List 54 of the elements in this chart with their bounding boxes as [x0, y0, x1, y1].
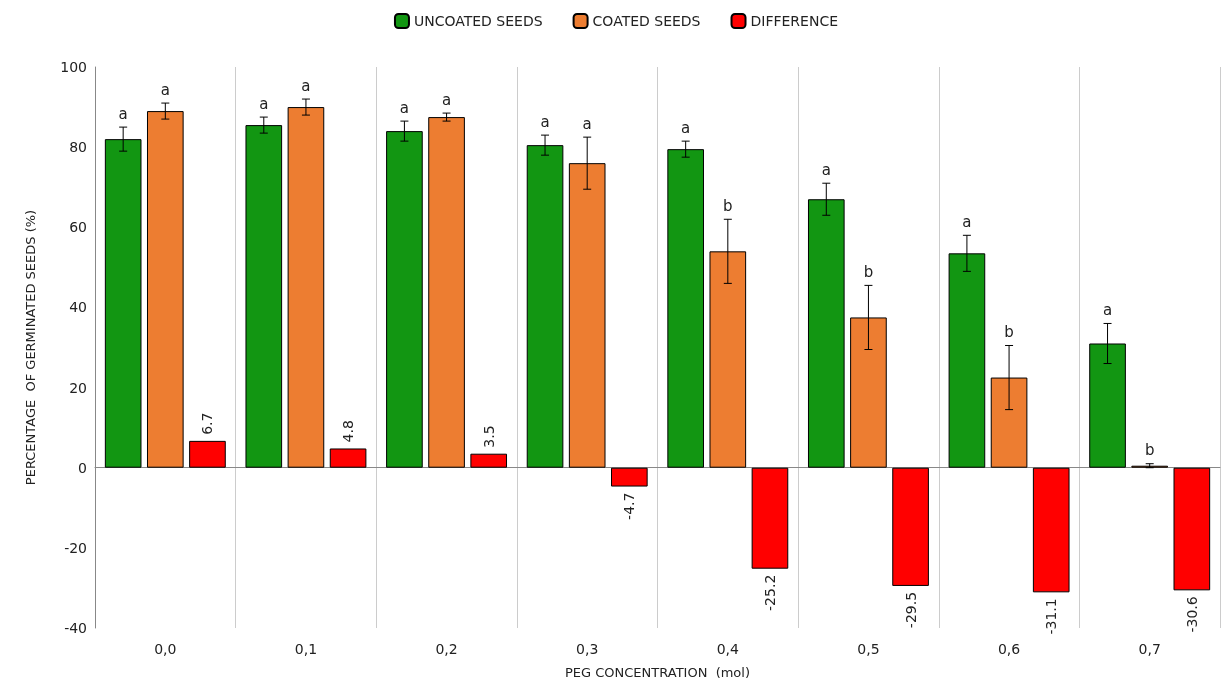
- legend-label: DIFFERENCE: [750, 13, 839, 29]
- annotation: a: [582, 114, 592, 133]
- data-label: -25.2: [761, 574, 778, 611]
- bar: [1032, 467, 1070, 593]
- bar: [1173, 467, 1211, 591]
- annotation: a: [160, 80, 170, 99]
- y-tick-label: 40: [69, 299, 87, 316]
- annotation: a: [821, 160, 831, 179]
- data-label: 3.5: [480, 425, 497, 448]
- data-label: -30.6: [1183, 596, 1200, 633]
- annotation: b: [863, 262, 874, 281]
- y-tick-label: 20: [69, 379, 87, 396]
- y-tick-label: -20: [64, 539, 87, 556]
- bar: [189, 440, 226, 468]
- annotation: a: [118, 104, 128, 123]
- x-tick-label: 0,3: [576, 641, 599, 657]
- annotation: a: [259, 94, 269, 113]
- legend-label: UNCOATED SEEDS: [413, 13, 543, 29]
- x-tick-label: 0,4: [716, 641, 740, 657]
- bar: [892, 467, 929, 586]
- annotation: a: [962, 212, 972, 231]
- x-tick-label: 0,5: [857, 641, 880, 657]
- bar: [751, 467, 789, 569]
- x-axis-title: PEG CONCENTRATION (mol): [564, 665, 751, 680]
- annotation: b: [1004, 323, 1014, 341]
- annotation: b: [1144, 441, 1155, 460]
- data-label: -29.5: [902, 591, 919, 629]
- annotation: a: [399, 98, 410, 117]
- data-label: -31.1: [1043, 598, 1060, 635]
- bar: [329, 448, 367, 468]
- y-tick-label: 80: [69, 139, 87, 156]
- x-tick-label: 0,6: [997, 641, 1021, 657]
- y-tick-label: 100: [60, 59, 87, 75]
- x-tick-label: 0,0: [154, 641, 177, 657]
- data-label: -4.7: [621, 492, 638, 520]
- annotation: a: [681, 118, 691, 137]
- data-label: 6.7: [199, 412, 216, 435]
- annotation: a: [540, 112, 550, 131]
- data-label: 4.8: [340, 420, 357, 443]
- y-tick-label: -40: [64, 620, 87, 636]
- annotation: b: [723, 196, 733, 215]
- y-tick-label: 0: [78, 459, 87, 476]
- bar: [428, 117, 465, 468]
- x-tick-label: 0,7: [1138, 641, 1161, 657]
- legend-label: COATED SEEDS: [592, 13, 701, 29]
- bar: [611, 467, 648, 487]
- annotation: a: [1102, 300, 1113, 319]
- x-tick-label: 0,1: [294, 641, 318, 657]
- annotation: a: [441, 90, 452, 109]
- y-tick-label: 60: [69, 219, 87, 236]
- y-axis-title: PERCENTAGE OF GERMINATED SEEDS (%): [23, 209, 38, 486]
- bar: [470, 453, 508, 468]
- x-tick-label: 0,2: [435, 641, 458, 657]
- annotation: a: [301, 76, 311, 95]
